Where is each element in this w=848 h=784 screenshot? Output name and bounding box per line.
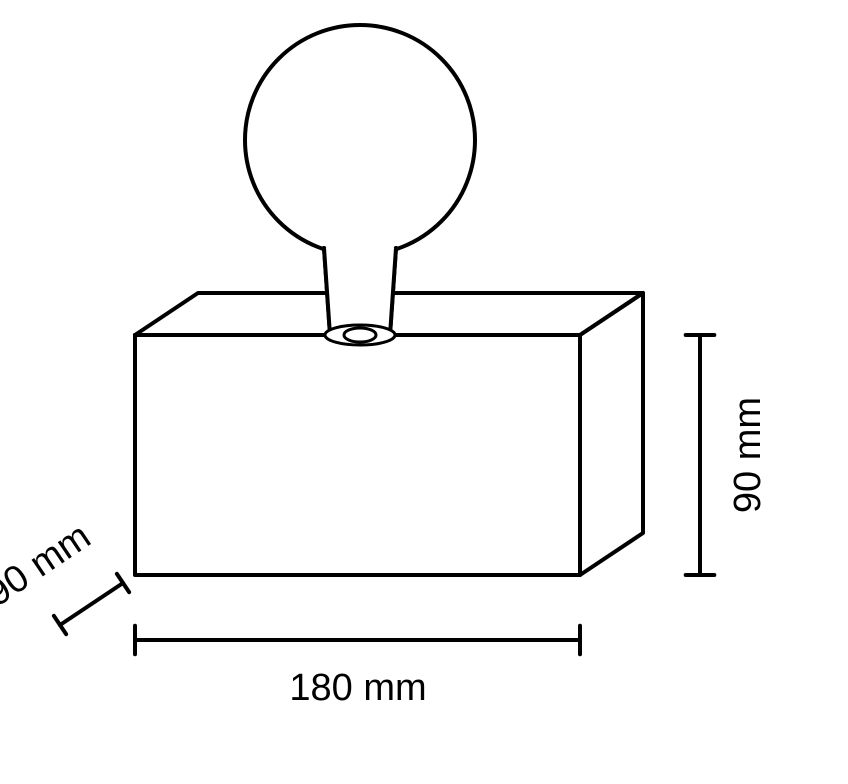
dimension-height-label: 90 mm [727, 397, 769, 513]
dimension-width-label: 180 mm [289, 667, 426, 709]
